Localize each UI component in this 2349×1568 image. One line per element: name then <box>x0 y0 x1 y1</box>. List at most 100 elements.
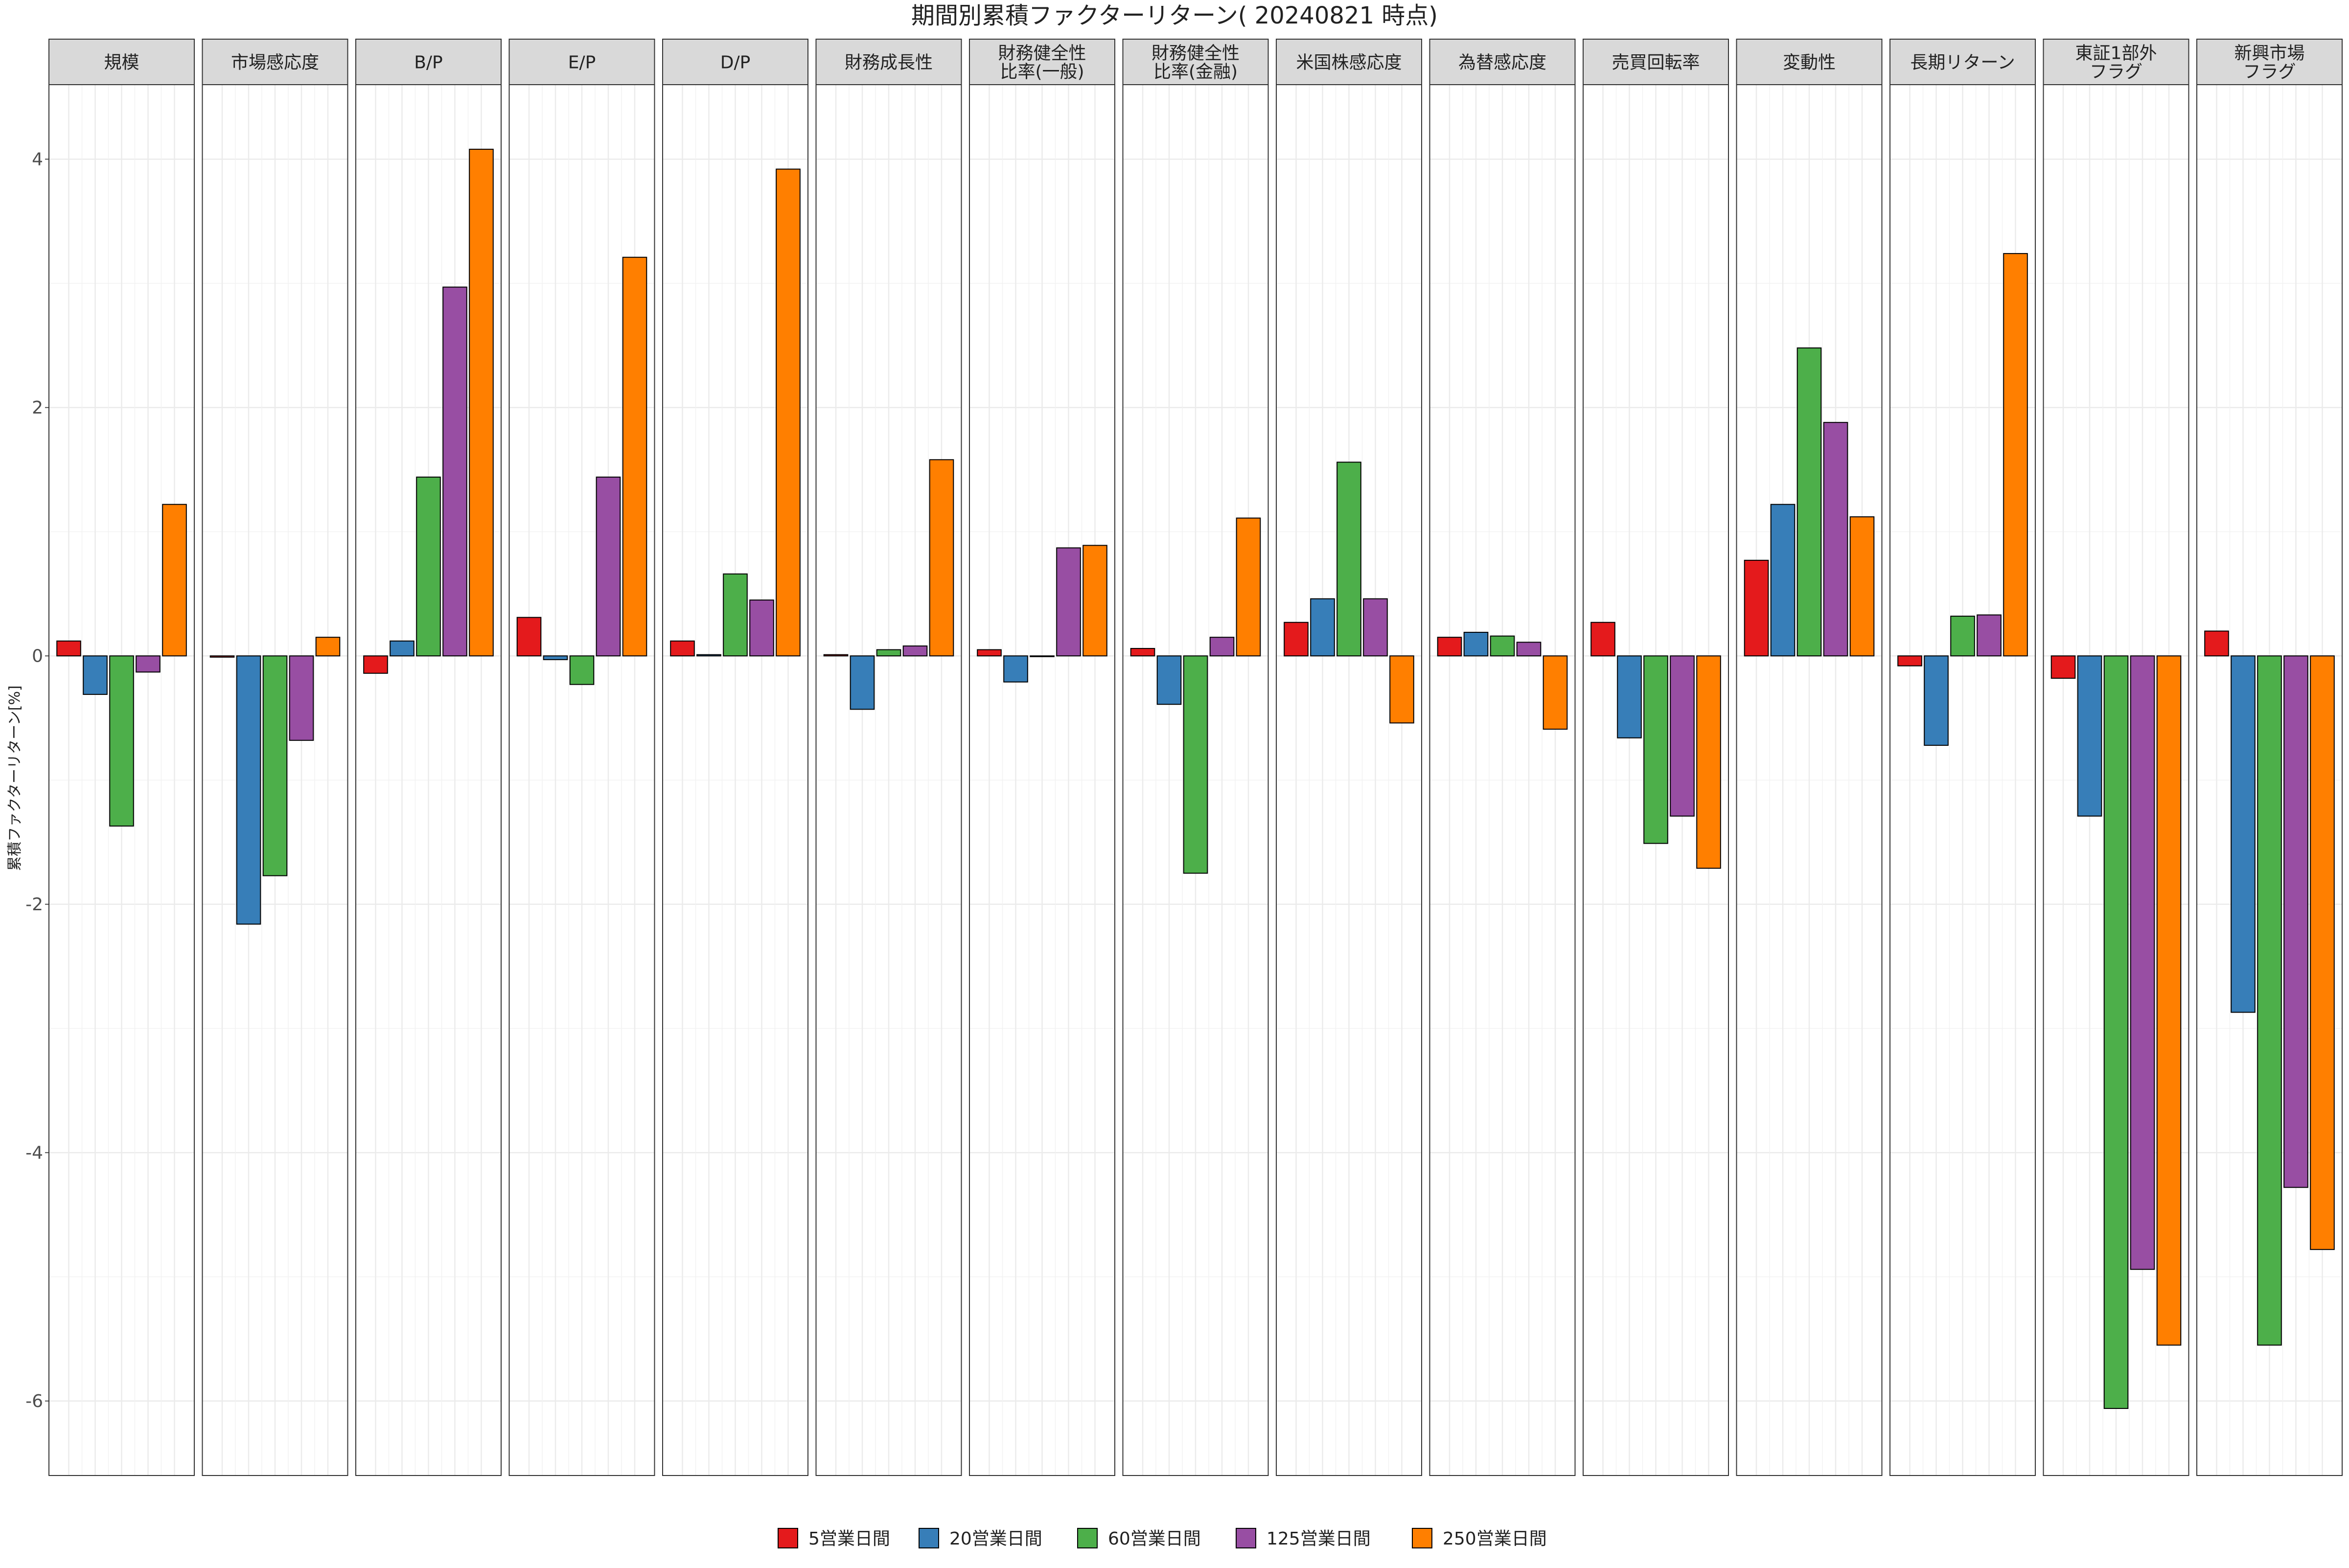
bar <box>1363 598 1388 657</box>
bar <box>209 655 235 658</box>
bar <box>622 256 647 657</box>
facet-panel: 為替感応度 <box>1429 39 1576 1476</box>
facet-strip-label: フラグ <box>2090 62 2142 82</box>
bar <box>2003 253 2028 657</box>
facet-strip-label: 財務健全性 <box>998 44 1086 64</box>
facet-strip <box>2043 39 2189 85</box>
bar <box>723 573 748 657</box>
legend-key <box>1236 1528 1256 1548</box>
bar <box>1977 614 2002 657</box>
bar <box>1744 559 1769 657</box>
panel-border <box>2043 84 2189 1476</box>
y-tick-label: -2 <box>25 895 43 915</box>
bar <box>1823 422 1848 657</box>
panel-border <box>969 84 1115 1476</box>
bar <box>2077 655 2102 817</box>
facet-strip-label: 東証1部外 <box>2075 44 2157 64</box>
bar <box>977 649 1002 657</box>
bar <box>902 645 928 657</box>
panel-border <box>2196 84 2343 1476</box>
panel-border <box>1429 84 1576 1476</box>
legend-key <box>1412 1528 1432 1548</box>
bar <box>569 655 595 685</box>
facet-strip-label: B/P <box>414 53 443 73</box>
bar <box>2103 655 2129 1409</box>
facet-panel: B/P <box>355 39 502 1476</box>
bar <box>262 655 288 876</box>
facet-strip <box>355 39 502 85</box>
bar <box>2050 655 2076 679</box>
bar <box>1897 655 1922 667</box>
bar <box>929 459 954 657</box>
facet-strip-label: 長期リターン <box>1910 53 2015 73</box>
bar <box>289 655 314 741</box>
panel-border <box>1736 84 1883 1476</box>
bar <box>1156 655 1182 705</box>
bar <box>670 640 695 657</box>
bar <box>1236 517 1261 657</box>
y-tick-label: 2 <box>32 398 43 418</box>
bar <box>1284 622 1309 657</box>
panel-border <box>48 84 195 1476</box>
y-tick-labels: 4 2 0 -2 -4 -6 <box>25 149 49 1411</box>
bar <box>1590 622 1615 657</box>
bar <box>162 504 187 657</box>
facet-strip <box>508 39 655 85</box>
bar <box>776 168 801 657</box>
bar <box>469 148 494 657</box>
facet-strip-label: 市場感応度 <box>231 53 319 73</box>
legend-label: 250営業日間 <box>1443 1529 1547 1549</box>
bar <box>109 655 134 827</box>
bar <box>1209 637 1235 657</box>
bar <box>2257 655 2282 1346</box>
chart-title: 期間別累積ファクターリターン( 20240821 時点) <box>911 2 1438 29</box>
facet-panel: 財務成長性 <box>815 39 962 1476</box>
facet-strip-label: 規模 <box>104 53 139 73</box>
bar <box>1924 655 1949 746</box>
bar <box>1617 655 1642 738</box>
bar <box>236 655 261 925</box>
bar <box>1082 545 1107 657</box>
panel-border <box>508 84 655 1476</box>
bar <box>1056 547 1081 657</box>
facet-strip-label: 財務成長性 <box>845 53 933 73</box>
facet-panel: 市場感応度 <box>202 39 348 1476</box>
panel-border <box>1583 84 1729 1476</box>
bar <box>1849 516 1875 657</box>
facet-strip-label: 財務健全性 <box>1151 44 1240 64</box>
legend-key <box>919 1528 939 1548</box>
bar <box>2204 630 2229 657</box>
bar <box>2130 655 2155 1270</box>
legend-item: 20営業日間 <box>919 1528 1042 1549</box>
facet-strip <box>815 39 962 85</box>
panel-border <box>1276 84 1422 1476</box>
bar <box>1696 655 1721 869</box>
facet-panel: 規模 <box>48 39 195 1476</box>
y-axis-title: 累積ファクターリターン[%] <box>6 685 23 871</box>
bar <box>596 476 621 657</box>
y-tick-label: 4 <box>32 149 43 169</box>
facet-strip <box>1583 39 1729 85</box>
bar <box>543 655 568 660</box>
facet-strip-label: 米国株感応度 <box>1296 53 1402 73</box>
facet-strip <box>662 39 808 85</box>
bar <box>1490 635 1515 657</box>
bar <box>1003 655 1028 683</box>
facet-strip-label: D/P <box>720 53 751 73</box>
y-tick-label: -6 <box>25 1391 43 1411</box>
bar <box>2283 655 2308 1188</box>
legend-item: 5営業日間 <box>778 1528 890 1549</box>
facet-panel: 売買回転率 <box>1583 39 1729 1476</box>
bar <box>1030 655 1055 657</box>
bar <box>1336 461 1361 657</box>
legend-label: 125営業日間 <box>1267 1529 1371 1549</box>
facet-strip-label: 新興市場 <box>2234 44 2304 64</box>
facet-strip-label: 売買回転率 <box>1612 53 1700 73</box>
bar <box>1310 598 1335 657</box>
facet-panel: 米国株感応度 <box>1276 39 1422 1476</box>
facet-panel: 変動性 <box>1736 39 1883 1476</box>
bar <box>442 286 467 657</box>
